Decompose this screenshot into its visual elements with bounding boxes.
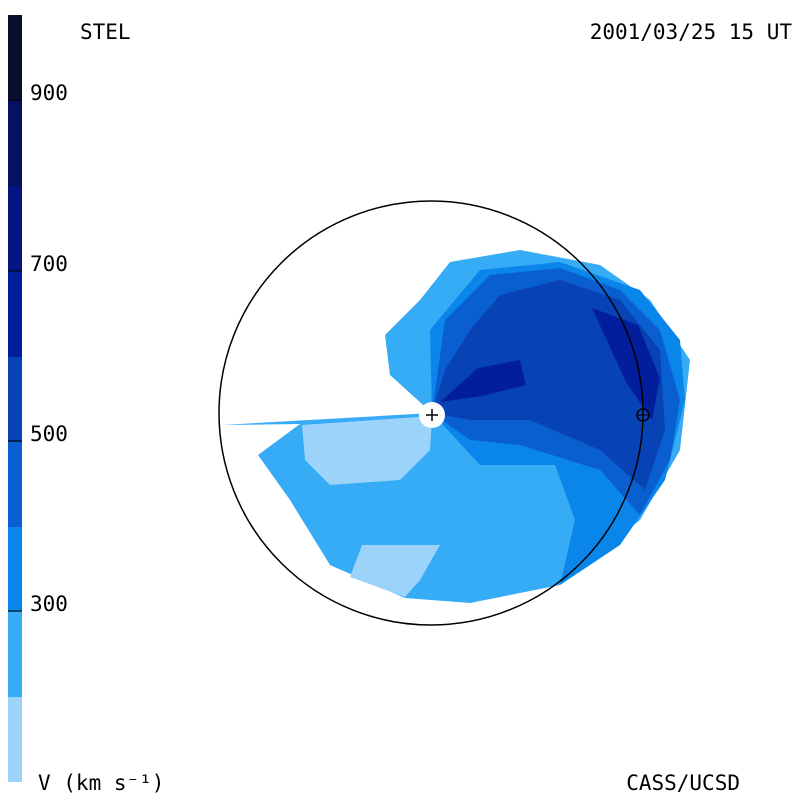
region-600-700 xyxy=(592,308,660,420)
colorbar-tick-label: 300 xyxy=(30,592,68,616)
observatory: STEL xyxy=(80,20,131,44)
colorbar: 900 700 500 300 V (km s⁻¹) xyxy=(8,15,164,795)
colorbar-band xyxy=(8,100,22,187)
timestamp: 2001/03/25 15 UT xyxy=(590,20,793,44)
colorbar-band xyxy=(8,15,22,101)
colorbar-tick-label: 500 xyxy=(30,422,68,446)
earth-cross xyxy=(637,409,649,421)
velocity-field xyxy=(222,250,690,603)
colorbar-band xyxy=(8,271,22,358)
credit: CASS/UCSD xyxy=(626,771,740,795)
colorbar-band xyxy=(8,442,22,528)
colorbar-tick-label: 900 xyxy=(30,81,68,105)
colorbar-band xyxy=(8,357,22,443)
colorbar-band xyxy=(8,612,22,698)
colorbar-tick-label: 700 xyxy=(30,252,68,276)
region-100-200 xyxy=(350,545,440,597)
colorbar-band xyxy=(8,186,22,272)
colorbar-band xyxy=(8,697,22,782)
sun-cross xyxy=(426,409,438,421)
colorbar-label: V (km s⁻¹) xyxy=(38,771,164,795)
region-100-200 xyxy=(302,416,432,485)
region-600-700 xyxy=(440,360,526,402)
colorbar-band xyxy=(8,527,22,613)
